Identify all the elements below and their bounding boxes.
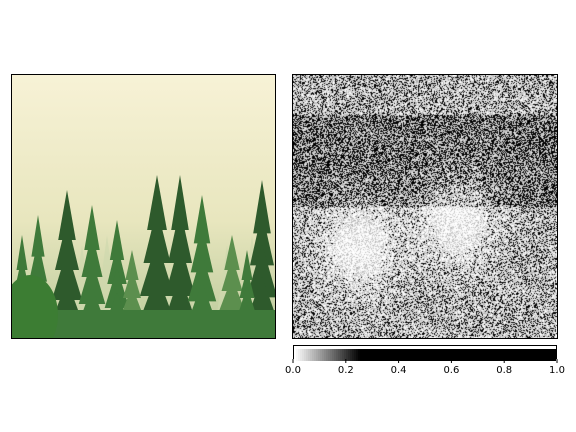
heatmap-panel bbox=[292, 74, 558, 339]
tree-foliage bbox=[123, 268, 141, 298]
tree-foliage bbox=[125, 250, 139, 280]
tree-foliage bbox=[139, 241, 175, 296]
tree-foliage bbox=[31, 215, 45, 257]
tree-foliage bbox=[246, 244, 275, 298]
colorbar-tick-label: 0.0 bbox=[285, 365, 301, 376]
tree-foliage bbox=[171, 175, 189, 230]
tree-foliage bbox=[107, 244, 127, 284]
tree-foliage bbox=[221, 256, 243, 291]
colorbar-tick-label: 0.6 bbox=[443, 365, 459, 376]
colorbar-tick-label: 1.0 bbox=[549, 365, 565, 376]
tree-foliage bbox=[78, 259, 106, 304]
colorbar-tick-label: 0.8 bbox=[496, 365, 512, 376]
tree-foliage bbox=[51, 250, 83, 300]
heatmap-image bbox=[293, 75, 557, 338]
tree-foliage bbox=[164, 241, 196, 296]
tree-foliage bbox=[29, 240, 47, 282]
colorbar-gradient bbox=[294, 349, 557, 361]
tree-foliage bbox=[81, 232, 103, 277]
tree-foliage bbox=[84, 205, 100, 250]
colorbar bbox=[293, 345, 557, 361]
tree-foliage bbox=[218, 277, 246, 312]
colorbar-tick-label: 0.4 bbox=[391, 365, 407, 376]
tree-foliage bbox=[190, 224, 214, 273]
tree-foliage bbox=[168, 208, 192, 263]
tree-foliage bbox=[120, 286, 144, 316]
tree-foliage bbox=[58, 190, 76, 240]
tree-foliage bbox=[241, 250, 253, 280]
photo-panel bbox=[11, 74, 276, 339]
tree-foliage bbox=[143, 208, 171, 263]
tree-foliage bbox=[239, 268, 255, 298]
tree-foliage bbox=[253, 180, 271, 234]
forest-photo bbox=[12, 75, 275, 338]
tree-foliage bbox=[147, 175, 167, 230]
tree-foliage bbox=[237, 286, 257, 316]
tree-foliage bbox=[109, 220, 125, 260]
tree-foliage bbox=[55, 220, 79, 270]
tree-foliage bbox=[193, 195, 211, 244]
tree-foliage bbox=[224, 235, 240, 270]
bush bbox=[12, 275, 58, 338]
tree-foliage bbox=[187, 253, 217, 302]
tree-foliage bbox=[250, 212, 274, 266]
colorbar-tick-label: 0.2 bbox=[338, 365, 354, 376]
tree-foliage bbox=[16, 235, 28, 270]
